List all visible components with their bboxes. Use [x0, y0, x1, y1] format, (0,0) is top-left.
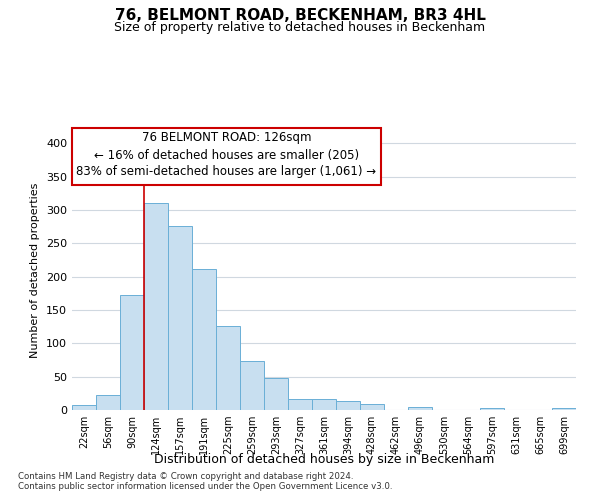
Bar	[264, 378, 288, 410]
Bar	[168, 226, 192, 410]
Text: 83% of semi-detached houses are larger (1,061) →: 83% of semi-detached houses are larger (…	[76, 166, 377, 178]
Bar	[312, 400, 336, 410]
Y-axis label: Number of detached properties: Number of detached properties	[31, 182, 40, 358]
Bar	[192, 270, 216, 410]
Bar	[480, 408, 504, 410]
Text: ← 16% of detached houses are smaller (205): ← 16% of detached houses are smaller (20…	[94, 148, 359, 162]
Text: Contains HM Land Registry data © Crown copyright and database right 2024.: Contains HM Land Registry data © Crown c…	[18, 472, 353, 481]
Bar	[360, 404, 384, 410]
Bar	[144, 202, 168, 410]
Bar	[552, 408, 576, 410]
Text: Size of property relative to detached houses in Beckenham: Size of property relative to detached ho…	[115, 21, 485, 34]
Bar	[96, 396, 120, 410]
Bar	[336, 400, 360, 410]
Text: 76 BELMONT ROAD: 126sqm: 76 BELMONT ROAD: 126sqm	[142, 132, 311, 144]
Text: Contains public sector information licensed under the Open Government Licence v3: Contains public sector information licen…	[18, 482, 392, 491]
Bar	[72, 404, 96, 410]
Bar	[288, 400, 312, 410]
Text: 76, BELMONT ROAD, BECKENHAM, BR3 4HL: 76, BELMONT ROAD, BECKENHAM, BR3 4HL	[115, 8, 485, 22]
Bar	[408, 408, 432, 410]
Bar	[120, 294, 144, 410]
Bar	[216, 326, 240, 410]
Text: Distribution of detached houses by size in Beckenham: Distribution of detached houses by size …	[154, 452, 494, 466]
Bar	[240, 360, 264, 410]
